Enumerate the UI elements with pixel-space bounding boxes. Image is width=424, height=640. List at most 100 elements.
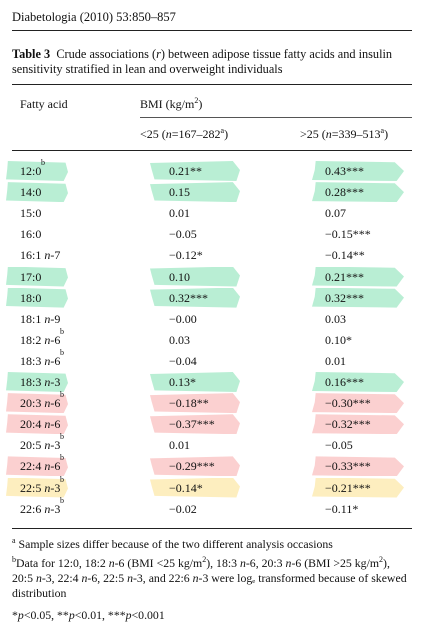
green-highlight (150, 372, 240, 392)
red-highlight (312, 414, 404, 435)
yellow-highlight (312, 477, 404, 498)
table-top-rule (12, 84, 412, 85)
table-header-rule (12, 150, 412, 151)
col-header-bmi: BMI (kg/m2) (140, 96, 203, 112)
overweight-value-cell: 0.16*** (325, 375, 364, 389)
green-highlight (312, 372, 404, 392)
table-row: 18:3 n-6 b −0.04 0.01 (20, 347, 346, 368)
green-highlight (312, 287, 404, 308)
lean-value-cell: −0.05 (169, 227, 197, 242)
green-highlight (6, 161, 68, 181)
red-highlight (6, 414, 68, 435)
overweight-value-cell: 0.28*** (325, 185, 364, 200)
fatty-acid-cell: 22:6 n-3 (20, 501, 61, 516)
green-highlight (312, 266, 404, 287)
col-header-lean: <25 (n=167–282a) (140, 126, 229, 142)
lean-value-cell: 0.21** (169, 164, 202, 178)
lean-value-cell: −0.00 (169, 311, 197, 326)
overweight-value-cell: 0.10* (325, 332, 352, 347)
overweight-value-cell: −0.14** (325, 248, 365, 263)
table-row: 12:0b0.21**0.43*** (0, 159, 424, 182)
fatty-acid-cell: 18:2 n-6 (20, 332, 61, 347)
footnote-b: bData for 12:0, 18:2 n-6 (BMI <25 kg/m2)… (12, 555, 407, 600)
fatty-acid-cell: 16:0 (20, 227, 42, 242)
table-row: 14:0 0.15 0.28*** (0, 181, 424, 203)
header-rule (12, 30, 412, 31)
col-header-fatty-acid: Fatty acid (20, 97, 68, 111)
lean-value-cell: 0.15 (169, 185, 190, 200)
lean-value-cell: 0.32*** (169, 290, 208, 305)
overweight-value-cell: 0.03 (325, 311, 346, 326)
fatty-acid-cell: 18:0 (20, 290, 42, 305)
overweight-value-cell: 0.01 (325, 353, 346, 368)
overweight-value-cell: 0.32*** (325, 290, 364, 305)
overweight-value-cell: −0.11* (325, 501, 359, 516)
table-row: 20:3 n-6 b −0.18** −0.30*** (0, 391, 424, 414)
overweight-value-cell: 0.21*** (325, 269, 364, 284)
col-header-overweight: >25 (n=339–513a) (300, 126, 389, 142)
overweight-value-cell: 0.07 (325, 206, 346, 221)
lean-value-cell: 0.01 (169, 438, 190, 453)
overweight-value-cell: 0.43*** (325, 164, 364, 178)
red-highlight (150, 456, 240, 477)
table-row: 20:5 n-3 b 0.01 −0.05 (20, 432, 353, 453)
red-highlight (150, 414, 240, 435)
overweight-value-cell: −0.30*** (325, 396, 371, 411)
green-highlight (312, 161, 404, 181)
fatty-acid-cell: 18:1 n-9 (20, 311, 61, 326)
fatty-acid-cell: 12:0 (20, 164, 42, 178)
green-highlight (150, 182, 240, 203)
table-row: 16:0 −0.05 −0.15*** (0, 223, 424, 245)
green-highlight (6, 372, 68, 392)
fatty-acid-cell: 18:3 n-6 (20, 353, 61, 368)
yellow-highlight (6, 477, 68, 498)
fatty-acid-cell: 22:5 n-3 (20, 480, 61, 495)
table-row: 18:0 0.32*** 0.32*** (0, 287, 424, 309)
green-highlight (6, 182, 68, 203)
bmi-rule (140, 117, 412, 118)
red-highlight (312, 456, 404, 477)
lean-value-cell: 0.03 (169, 332, 190, 347)
table-row: 22:4 n-6 b −0.29*** −0.33*** (0, 454, 424, 477)
caption-text: Crude associations (r) between adipose t… (12, 47, 393, 76)
lean-value-cell: −0.04 (169, 353, 197, 368)
red-highlight (312, 393, 404, 414)
green-highlight (6, 266, 68, 287)
yellow-highlight (150, 477, 240, 498)
table-row: 20:4 n-6 −0.37*** −0.32*** (0, 413, 424, 435)
lean-value-cell: −0.18** (169, 396, 209, 411)
fatty-acid-cell: 15:0 (20, 206, 42, 221)
footnote-a: a Sample sizes differ because of the two… (12, 536, 333, 551)
fatty-acid-cell: 17:0 (20, 269, 42, 284)
lean-value-cell: −0.29*** (169, 459, 215, 474)
green-highlight (150, 161, 240, 181)
overweight-value-cell: −0.15*** (325, 227, 371, 242)
fatty-acid-cell: 20:4 n-6 (20, 417, 61, 432)
table-row: 22:6 n-3 b −0.02 −0.11* (20, 495, 359, 516)
fatty-acid-cell: 14:0 (20, 185, 42, 200)
table-label: Table 3 (12, 47, 51, 61)
table-row: 17:0 0.10 0.21*** (0, 266, 424, 288)
red-highlight (6, 393, 68, 414)
red-highlight (150, 393, 240, 414)
lean-value-cell: 0.10 (169, 269, 190, 284)
fatty-acid-cell: 18:3 n-3 (20, 375, 61, 389)
fatty-acid-cell: 20:3 n-6 (20, 396, 61, 411)
overweight-value-cell: −0.21*** (325, 480, 371, 495)
green-highlight (150, 287, 240, 308)
journal-header: Diabetologia (2010) 53:850–857 (12, 10, 176, 24)
green-highlight (312, 182, 404, 203)
overweight-value-cell: −0.33*** (325, 459, 371, 474)
fatty-acid-cell: 22:4 n-6 (20, 459, 61, 474)
fatty-acid-cell: 20:5 n-3 (20, 438, 61, 453)
green-highlight (150, 266, 240, 287)
table-row: 22:5 n-3 b −0.14* −0.21*** (0, 475, 424, 499)
table-row: 18:3 n-3 0.13* 0.16*** (0, 371, 424, 393)
lean-value-cell: −0.12* (169, 248, 203, 263)
table-row: 15:0 0.01 0.07 (0, 202, 424, 224)
lean-value-cell: 0.01 (169, 206, 190, 221)
table-row: 18:2 n-6 b 0.03 0.10* (20, 326, 352, 347)
table-bottom-rule (12, 528, 412, 529)
lean-value-cell: −0.37*** (169, 417, 215, 432)
